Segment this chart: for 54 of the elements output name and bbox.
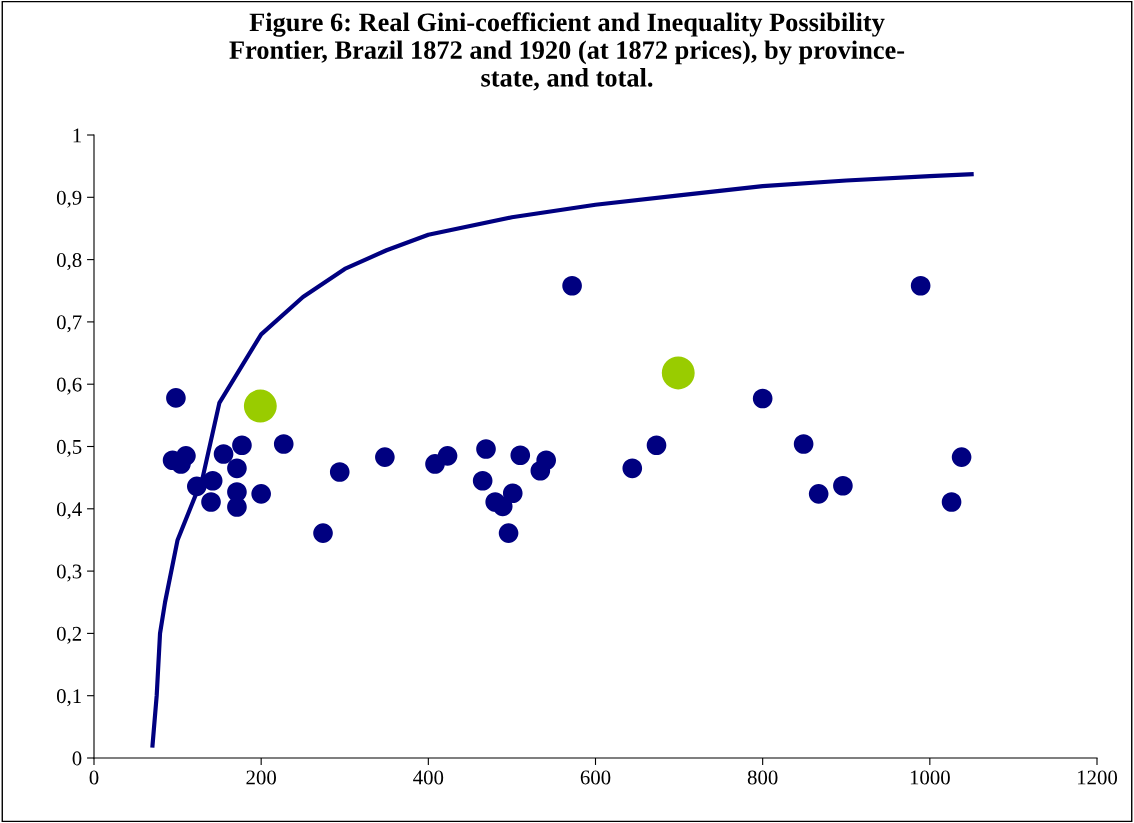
point xyxy=(437,446,458,466)
x-tick-label: 0 xyxy=(89,770,99,785)
point xyxy=(176,446,196,466)
point xyxy=(227,497,247,517)
point xyxy=(833,475,853,496)
point xyxy=(498,523,519,543)
point xyxy=(232,435,252,456)
point xyxy=(273,434,294,454)
x-tick-label: 400 xyxy=(413,770,444,785)
y-tick-label: 0,6 xyxy=(56,377,82,395)
point xyxy=(186,476,207,497)
point xyxy=(492,496,513,517)
y-tick-label: 0,2 xyxy=(56,626,82,644)
point xyxy=(793,434,814,454)
y-tick-label: 0,1 xyxy=(56,689,81,707)
point xyxy=(910,275,931,296)
point xyxy=(201,492,221,512)
point xyxy=(313,523,333,543)
point xyxy=(243,389,277,423)
point xyxy=(622,458,643,479)
point xyxy=(562,275,582,296)
point xyxy=(472,470,493,491)
point xyxy=(502,483,523,504)
point xyxy=(476,439,496,459)
x-tick-label: 1200 xyxy=(1078,770,1118,785)
line-series xyxy=(150,172,974,748)
point xyxy=(510,445,531,466)
y-tick-label: 0,5 xyxy=(56,439,82,457)
y-tick-label: 0,8 xyxy=(56,252,82,271)
point xyxy=(808,484,829,504)
point xyxy=(227,458,247,479)
y-tick-label: 0 xyxy=(72,751,82,766)
point xyxy=(375,447,395,467)
x-tick-label: 200 xyxy=(246,770,276,785)
chart-title: Figure 6: Real Gini-coefficient and Inequality Possibility Frontier, Brazil 1872 and 1920 (at 1872 prices), by province- state, and total. xyxy=(229,12,905,91)
point xyxy=(213,444,234,464)
y-tick-label: 0,7 xyxy=(56,315,82,333)
point xyxy=(646,435,667,456)
point xyxy=(752,388,773,409)
x-tick-label: 1000 xyxy=(910,770,950,785)
point xyxy=(329,462,350,482)
y-tick-label: 0,4 xyxy=(56,502,82,520)
x-tick-label: 600 xyxy=(580,770,611,785)
x-tick-label: 800 xyxy=(747,770,778,785)
point xyxy=(951,447,972,467)
y-tick-label: 0,3 xyxy=(56,564,82,582)
y-tick-label: 1 xyxy=(73,128,81,143)
point xyxy=(251,484,271,504)
point xyxy=(166,388,186,408)
point xyxy=(661,356,695,390)
point xyxy=(536,450,557,471)
y-tick-label: 0,9 xyxy=(56,190,82,208)
point xyxy=(941,492,962,512)
point xyxy=(202,470,223,491)
